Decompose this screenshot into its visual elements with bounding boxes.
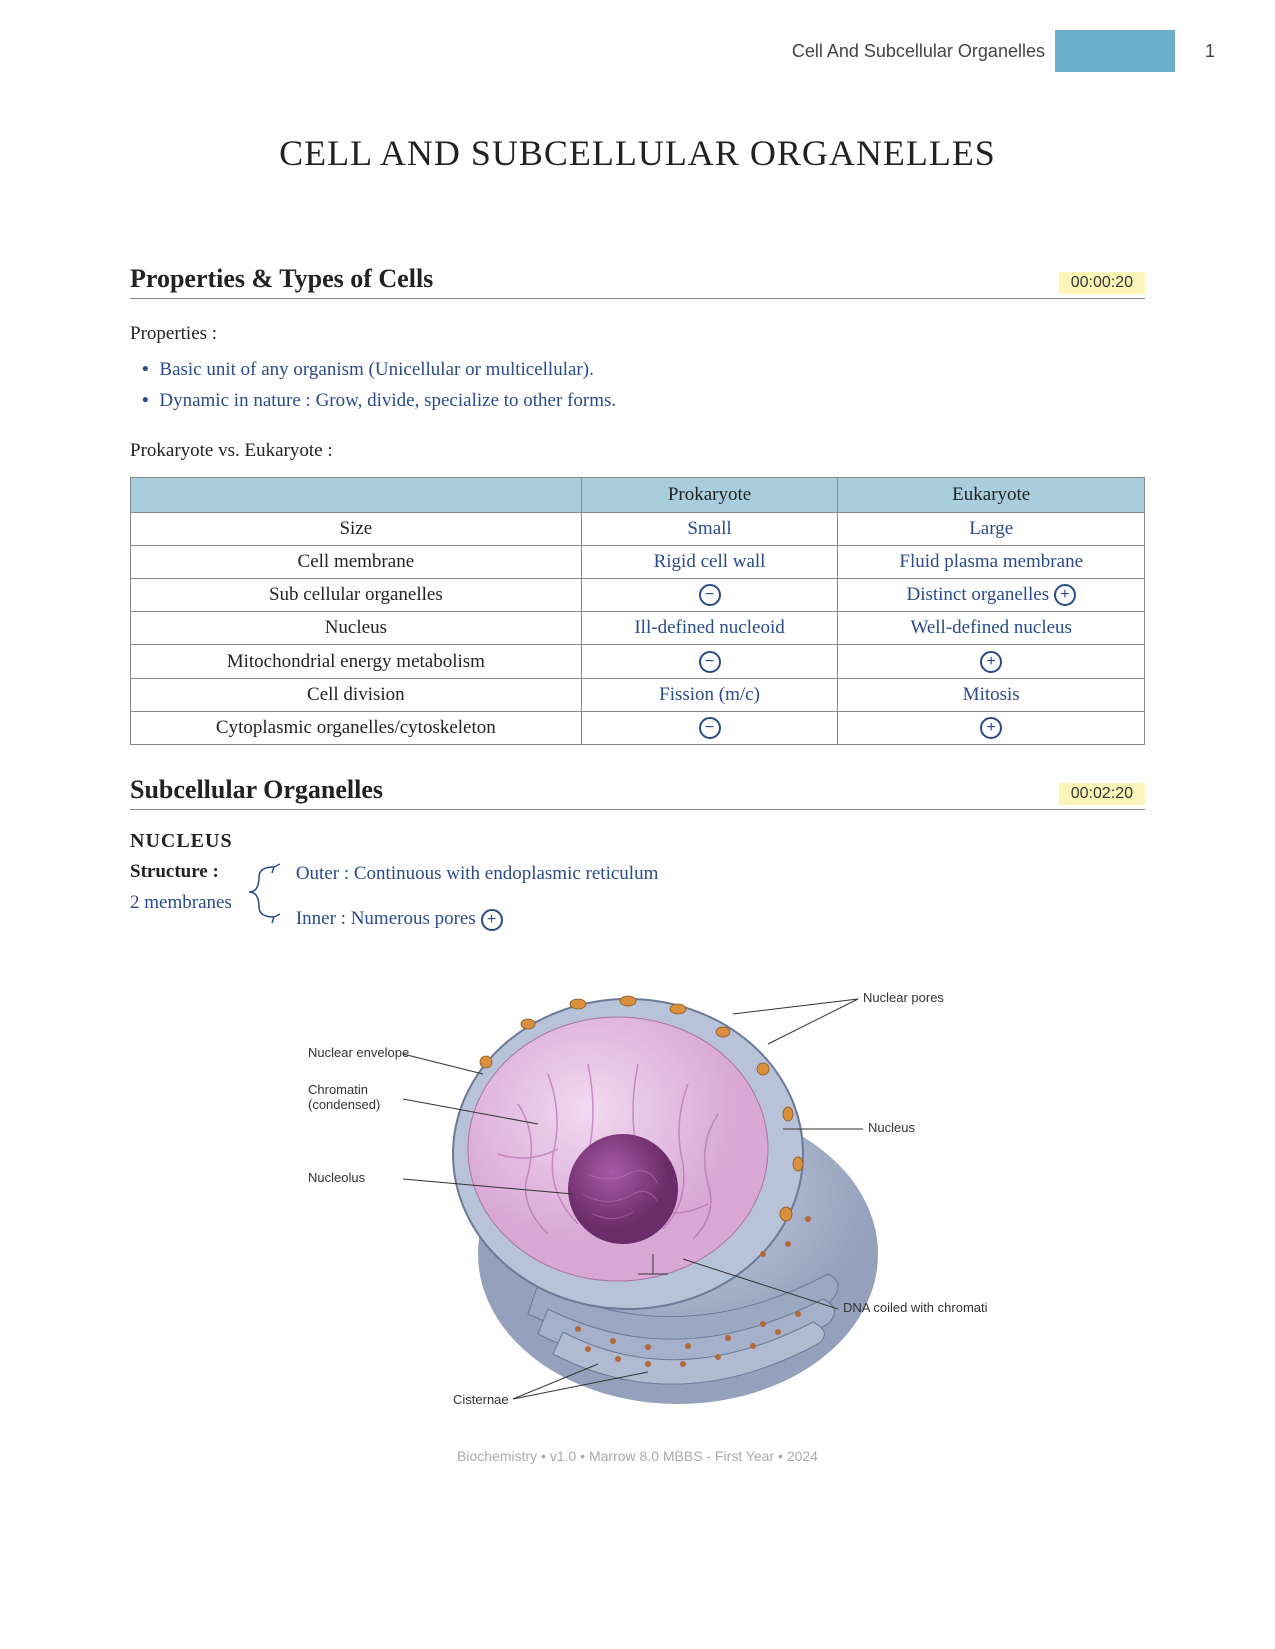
brace-icon xyxy=(244,857,284,927)
properties-label: Properties : xyxy=(130,319,1145,349)
table-row: Cytoplasmic organelles/cytoskeleton−+ xyxy=(131,711,1145,745)
nucleus-svg: Nuclear envelope Chromatin (condensed) N… xyxy=(288,954,988,1424)
header-accent-box xyxy=(1055,30,1175,72)
plus-icon: + xyxy=(1054,584,1076,606)
inner-membrane: Inner : Numerous pores + xyxy=(296,904,659,934)
minus-icon: − xyxy=(699,651,721,673)
section2-heading-row: Subcellular Organelles 00:02:20 xyxy=(130,775,1145,810)
table-row: SizeSmallLarge xyxy=(131,512,1145,545)
section1-heading-row: Properties & Types of Cells 00:00:20 xyxy=(130,264,1145,299)
table-header-row: Prokaryote Eukaryote xyxy=(131,477,1145,512)
section1-timestamp: 00:00:20 xyxy=(1059,272,1145,294)
page-number: 1 xyxy=(1205,41,1215,62)
table-row: NucleusIll-defined nucleoidWell-defined … xyxy=(131,612,1145,645)
properties-list: Basic unit of any organism (Unicellular … xyxy=(130,355,1145,416)
list-item: Basic unit of any organism (Unicellular … xyxy=(160,355,1145,385)
section2-timestamp: 00:02:20 xyxy=(1059,783,1145,805)
outer-membrane: Outer : Continuous with endoplasmic reti… xyxy=(296,859,659,889)
col-header: Eukaryote xyxy=(838,477,1145,512)
nucleus-diagram: Nuclear envelope Chromatin (condensed) N… xyxy=(130,954,1145,1424)
structure-row: Structure : 2 membranes Outer : Continuo… xyxy=(130,857,1145,934)
list-item: Dynamic in nature : Grow, divide, specia… xyxy=(160,386,1145,416)
label-nucleolus: Nucleolus xyxy=(308,1170,366,1185)
comparison-table: Prokaryote Eukaryote SizeSmallLarge Cell… xyxy=(130,477,1145,746)
plus-icon: + xyxy=(980,717,1002,739)
section1-heading: Properties & Types of Cells xyxy=(130,264,433,294)
membranes-label: 2 membranes xyxy=(130,888,232,918)
plus-icon: + xyxy=(980,651,1002,673)
table-row: Sub cellular organelles−Distinct organel… xyxy=(131,578,1145,612)
table-row: Cell divisionFission (m/c)Mitosis xyxy=(131,678,1145,711)
label-cisternae: Cisternae xyxy=(453,1392,509,1407)
nucleolus-shape xyxy=(568,1134,678,1244)
membrane-lines: Outer : Continuous with endoplasmic reti… xyxy=(296,857,659,934)
label-dna: DNA coiled with chromatin xyxy=(843,1300,988,1315)
table-body: SizeSmallLarge Cell membraneRigid cell w… xyxy=(131,512,1145,745)
table-row: Cell membraneRigid cell wallFluid plasma… xyxy=(131,545,1145,578)
nucleus-title: NUCLEUS xyxy=(130,830,1145,853)
page-header: Cell And Subcellular Organelles 1 xyxy=(0,0,1275,72)
structure-label: Structure : xyxy=(130,857,232,887)
col-header: Prokaryote xyxy=(581,477,838,512)
table-row: Mitochondrial energy metabolism−+ xyxy=(131,645,1145,679)
label-chromatin-2: (condensed) xyxy=(308,1097,380,1112)
nucleus-block: NUCLEUS Structure : 2 membranes Outer : … xyxy=(130,830,1145,934)
label-nuclear-envelope: Nuclear envelope xyxy=(308,1045,409,1060)
label-chromatin-1: Chromatin xyxy=(308,1082,368,1097)
plus-icon: + xyxy=(481,909,503,931)
header-text: Cell And Subcellular Organelles xyxy=(792,41,1045,62)
compare-label: Prokaryote vs. Eukaryote : xyxy=(130,436,1145,466)
structure-left: Structure : 2 membranes xyxy=(130,857,232,918)
col-header xyxy=(131,477,582,512)
section2-heading: Subcellular Organelles xyxy=(130,775,383,805)
label-nucleus: Nucleus xyxy=(868,1120,915,1135)
main-title: CELL AND SUBCELLULAR ORGANELLES xyxy=(130,132,1145,174)
footer: Biochemistry • v1.0 • Marrow 8.0 MBBS - … xyxy=(0,1448,1275,1464)
content-area: CELL AND SUBCELLULAR ORGANELLES Properti… xyxy=(0,132,1275,1424)
minus-icon: − xyxy=(699,717,721,739)
minus-icon: − xyxy=(699,584,721,606)
label-nuclear-pores: Nuclear pores xyxy=(863,990,944,1005)
